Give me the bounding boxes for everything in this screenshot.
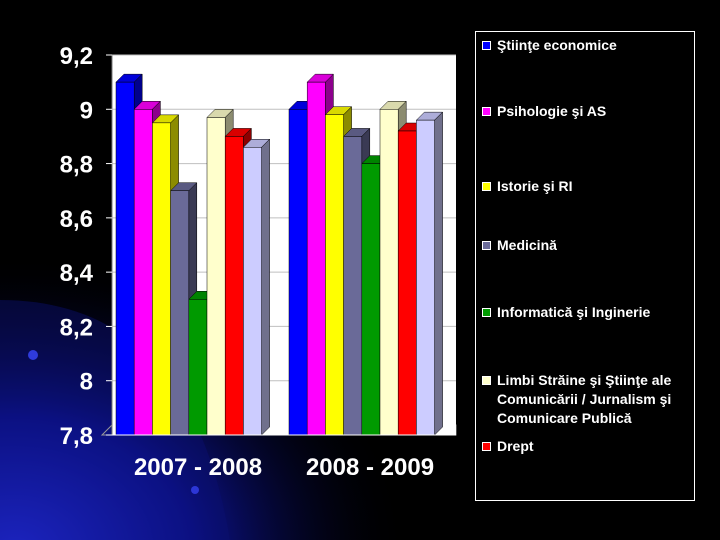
legend-item: Ştiinţe economice	[482, 36, 690, 55]
bar-side-face	[434, 111, 443, 436]
y-tick-label: 9	[80, 97, 93, 124]
bar-chart: 9,2 9 8,8 8,6 8,4 8,2 8 7,8 2007 - 2008 2008 - 2…	[60, 43, 457, 481]
legend-item: Istorie şi RI	[482, 177, 690, 196]
bar	[325, 114, 344, 436]
legend-item: Psihologie şi AS	[482, 102, 690, 121]
bar	[243, 147, 262, 436]
y-tick-label: 8,2	[60, 314, 93, 341]
bar	[170, 190, 190, 436]
legend-label: Limbi Străine şi Ştiinţe ale Comunicării…	[497, 372, 672, 426]
legend-swatch	[482, 442, 491, 451]
chart-legend: Ştiinţe economice Psihologie şi AS Istorie…	[475, 31, 695, 501]
bar	[152, 122, 171, 436]
legend-swatch	[482, 308, 491, 317]
bar	[133, 109, 153, 436]
bar-side-face	[261, 138, 270, 436]
background-orb	[28, 350, 38, 360]
legend-label: Medicină	[497, 237, 557, 253]
x-tick-label: 2007 - 2008	[134, 454, 262, 481]
legend-item: Limbi Străine şi Ştiinţe ale Comunicării…	[482, 371, 690, 428]
bar	[115, 81, 135, 436]
legend-item: Medicină	[482, 236, 690, 255]
legend-swatch	[482, 376, 491, 385]
bar	[206, 117, 226, 436]
legend-label: Informatică şi Inginerie	[497, 304, 651, 320]
bar	[397, 130, 417, 436]
legend-label: Drept	[497, 438, 534, 454]
bar	[379, 109, 399, 436]
bar	[224, 136, 244, 436]
y-tick-label: 9,2	[60, 43, 93, 70]
bar	[343, 136, 363, 436]
x-tick-label: 2008 - 2009	[306, 454, 434, 481]
legend-item: Drept	[482, 437, 690, 456]
y-tick-label: 7,8	[60, 423, 93, 450]
y-tick-label: 8,8	[60, 152, 93, 179]
legend-swatch	[482, 241, 491, 250]
legend-swatch	[482, 182, 491, 191]
bar	[288, 109, 308, 436]
y-tick-label: 8,6	[60, 206, 93, 233]
legend-label: Psihologie şi AS	[497, 103, 607, 119]
legend-item: Informatică şi Inginerie	[482, 303, 690, 322]
y-tick-label: 8,4	[60, 260, 94, 287]
bar	[306, 81, 326, 436]
bar	[188, 299, 208, 436]
background-orb	[191, 486, 199, 494]
legend-label: Istorie şi RI	[497, 178, 573, 194]
bar	[416, 119, 435, 436]
bar	[361, 163, 381, 436]
legend-swatch	[482, 107, 491, 116]
legend-swatch	[482, 41, 491, 50]
y-tick-label: 8	[80, 369, 93, 396]
legend-label: Ştiinţe economice	[497, 37, 617, 53]
